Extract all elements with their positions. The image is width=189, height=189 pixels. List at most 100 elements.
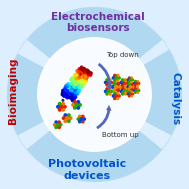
Point [82, 74, 85, 77]
Point [75, 89, 78, 92]
Point [80, 83, 83, 86]
Point [66, 90, 69, 93]
Point [68, 96, 71, 99]
Point [70, 92, 73, 95]
Point [63, 92, 66, 95]
Point [73, 84, 76, 87]
Circle shape [79, 115, 81, 118]
Point [79, 75, 82, 78]
Circle shape [129, 79, 131, 81]
Point [77, 72, 80, 75]
Wedge shape [18, 94, 95, 149]
Circle shape [110, 81, 112, 84]
Circle shape [66, 117, 68, 119]
Point [78, 68, 81, 71]
Circle shape [55, 126, 57, 129]
Circle shape [117, 97, 119, 99]
Point [72, 78, 75, 81]
Circle shape [75, 104, 78, 106]
Point [71, 78, 74, 81]
Point [67, 90, 70, 93]
Point [73, 92, 76, 95]
Point [86, 70, 89, 73]
Point [71, 97, 74, 100]
Circle shape [64, 105, 66, 108]
Circle shape [64, 114, 67, 116]
Circle shape [64, 120, 67, 122]
Point [74, 80, 77, 83]
Point [61, 92, 64, 95]
Point [64, 89, 67, 92]
Point [79, 84, 82, 87]
Point [73, 97, 76, 100]
Point [83, 80, 86, 83]
Point [73, 87, 76, 90]
Circle shape [111, 86, 114, 88]
Circle shape [131, 95, 132, 97]
Circle shape [58, 126, 60, 129]
Text: Bioimaging: Bioimaging [8, 57, 18, 124]
Point [83, 70, 86, 73]
Point [80, 77, 83, 80]
Point [67, 82, 70, 85]
Circle shape [127, 79, 129, 81]
Point [79, 80, 82, 83]
Text: Photovoltaic
devices: Photovoltaic devices [48, 159, 126, 181]
Circle shape [120, 81, 122, 84]
Point [80, 68, 83, 71]
Circle shape [128, 77, 130, 79]
Point [74, 88, 77, 91]
Point [72, 85, 75, 88]
Point [70, 86, 74, 89]
Circle shape [124, 93, 127, 95]
Point [64, 88, 67, 91]
Point [64, 86, 67, 89]
Point [71, 89, 74, 92]
Circle shape [57, 124, 59, 126]
Point [69, 86, 72, 89]
Circle shape [131, 81, 132, 83]
Point [64, 86, 67, 89]
Circle shape [118, 95, 120, 97]
Point [75, 81, 78, 84]
Point [70, 94, 73, 97]
Circle shape [122, 88, 124, 90]
Circle shape [122, 88, 124, 89]
Point [62, 89, 65, 92]
Point [68, 92, 71, 95]
Point [73, 88, 76, 91]
Circle shape [131, 88, 133, 91]
Point [78, 67, 81, 70]
Point [66, 89, 69, 92]
Circle shape [128, 95, 130, 97]
Circle shape [60, 105, 63, 108]
Point [85, 73, 88, 76]
Point [73, 74, 76, 77]
Point [84, 69, 87, 72]
Point [64, 90, 67, 93]
FancyArrowPatch shape [96, 105, 112, 129]
Point [86, 70, 89, 73]
Point [78, 85, 81, 88]
Point [74, 89, 77, 92]
Point [70, 78, 73, 81]
Text: Electrochemical
biosensors: Electrochemical biosensors [51, 12, 145, 33]
Point [79, 69, 82, 72]
Point [78, 86, 81, 89]
Point [71, 98, 74, 101]
Circle shape [128, 88, 130, 91]
Point [78, 71, 81, 74]
Point [83, 73, 86, 76]
Circle shape [9, 9, 180, 180]
Circle shape [128, 91, 130, 93]
Point [84, 71, 88, 74]
Circle shape [114, 92, 116, 94]
Point [78, 75, 81, 78]
Point [70, 94, 74, 97]
Circle shape [125, 92, 126, 93]
Point [74, 86, 77, 89]
Point [72, 90, 75, 93]
Circle shape [114, 97, 116, 99]
Point [85, 70, 88, 74]
Point [74, 86, 77, 89]
